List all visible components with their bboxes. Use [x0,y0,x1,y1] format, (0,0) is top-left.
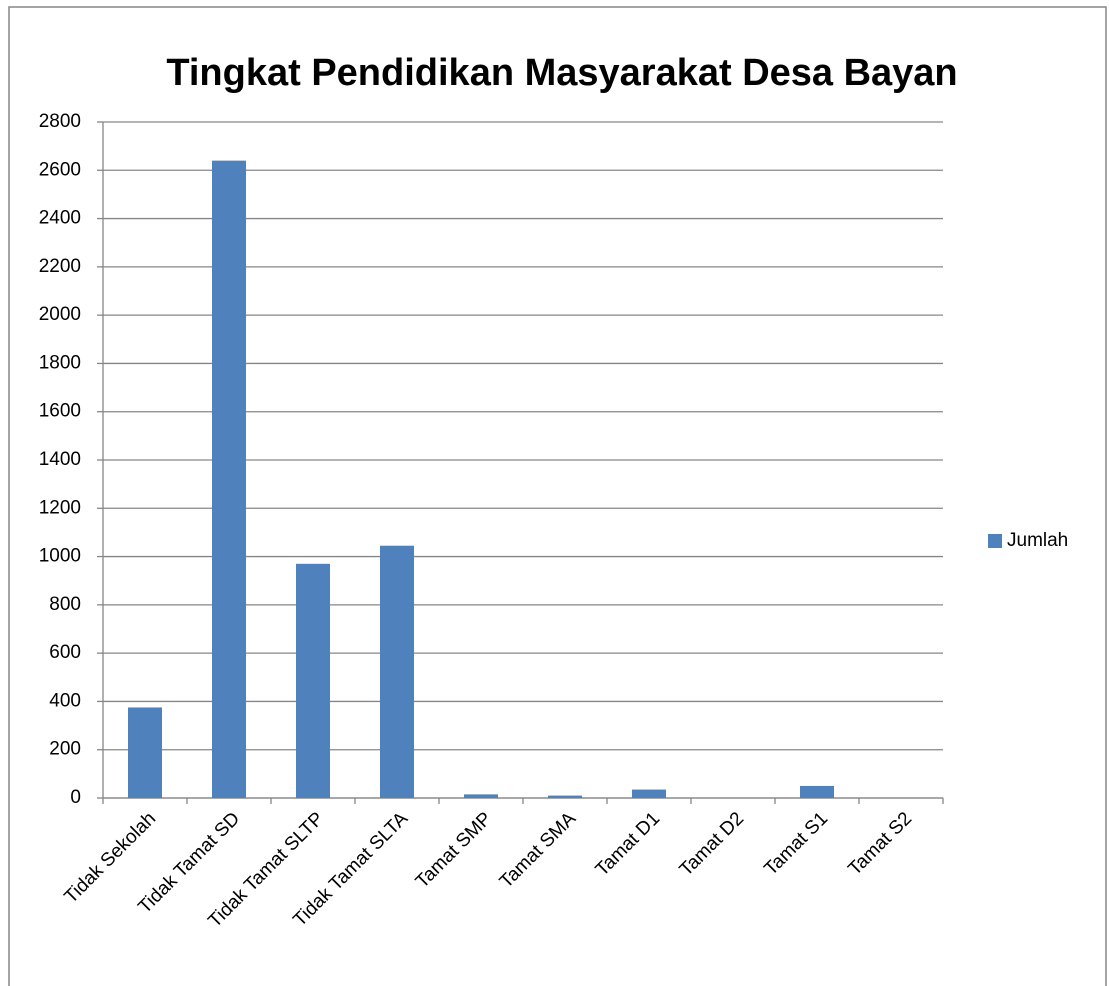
y-tick-label: 200 [49,739,81,760]
bar [464,794,498,798]
bar [212,160,246,799]
y-tick-label: 1600 [39,401,81,422]
legend-swatch [988,534,1002,548]
bar [296,563,330,798]
y-tick-label: 1400 [39,449,81,470]
legend-label: Jumlah [1007,530,1068,551]
y-tick-label: 1200 [39,497,81,518]
y-tick-label: 800 [49,594,81,615]
chart-title: Tingkat Pendidikan Masyarakat Desa Bayan [166,52,957,94]
y-tick-label: 600 [49,642,81,663]
y-tick-label: 0 [70,787,81,808]
y-tick-label: 1800 [39,352,81,373]
y-tick-label: 2000 [39,304,81,325]
y-tick-label: 400 [49,690,81,711]
bar [800,785,834,798]
y-tick-label: 1000 [39,546,81,567]
bar [548,795,582,798]
y-tick-label: 2600 [39,159,81,180]
bar [380,545,414,798]
y-tick-label: 2400 [39,208,81,229]
y-tick-label: 2200 [39,256,81,277]
bar [128,707,162,798]
y-tick-label: 2800 [39,111,81,132]
bar [632,789,666,798]
